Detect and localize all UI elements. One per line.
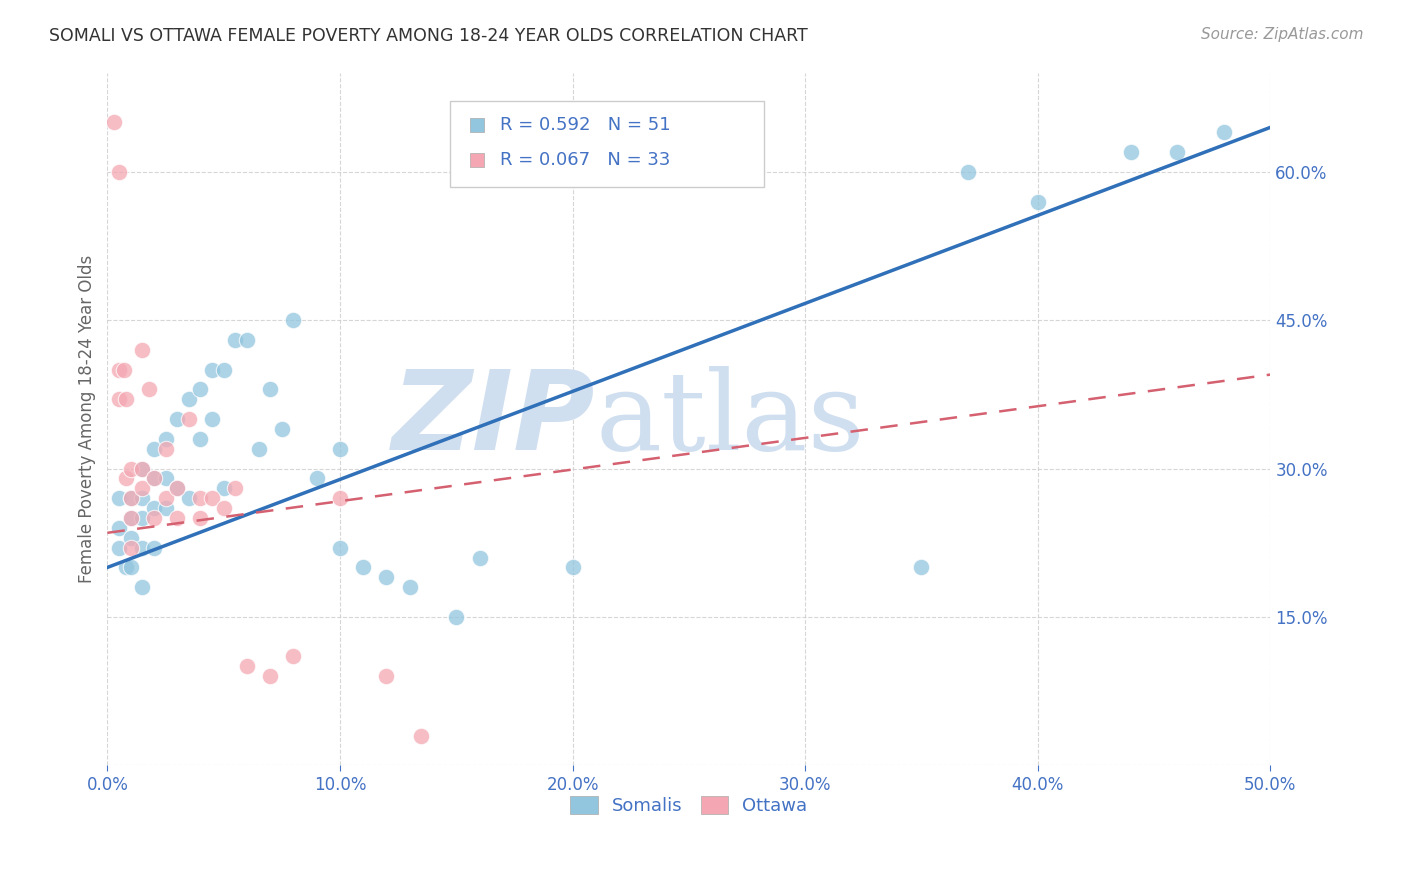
Point bbox=[212, 481, 235, 495]
Point bbox=[131, 461, 153, 475]
Point bbox=[112, 362, 135, 376]
Point bbox=[177, 392, 200, 407]
Point bbox=[120, 491, 142, 506]
Point bbox=[131, 491, 153, 506]
Point bbox=[155, 432, 177, 446]
Point bbox=[142, 442, 165, 456]
Point bbox=[120, 511, 142, 525]
Point bbox=[120, 560, 142, 574]
Y-axis label: Female Poverty Among 18-24 Year Olds: Female Poverty Among 18-24 Year Olds bbox=[79, 255, 96, 583]
Point bbox=[329, 491, 352, 506]
Point bbox=[166, 481, 188, 495]
Point bbox=[212, 501, 235, 516]
Point bbox=[131, 511, 153, 525]
Text: R = 0.592   N = 51: R = 0.592 N = 51 bbox=[501, 116, 671, 134]
Point bbox=[283, 649, 305, 664]
Point bbox=[131, 580, 153, 594]
Point bbox=[398, 580, 420, 594]
Point bbox=[115, 392, 138, 407]
Point bbox=[177, 491, 200, 506]
Point bbox=[120, 511, 142, 525]
Point bbox=[142, 471, 165, 485]
Point bbox=[201, 412, 224, 426]
Point bbox=[166, 412, 188, 426]
Point bbox=[120, 461, 142, 475]
Point bbox=[155, 491, 177, 506]
Point bbox=[305, 471, 328, 485]
Point bbox=[956, 165, 979, 179]
Point bbox=[1119, 145, 1142, 160]
Point bbox=[201, 491, 224, 506]
Point bbox=[115, 560, 138, 574]
Point bbox=[108, 521, 131, 535]
Point bbox=[375, 669, 398, 683]
Point bbox=[190, 491, 212, 506]
Point bbox=[201, 362, 224, 376]
Point bbox=[259, 383, 281, 397]
Point bbox=[120, 531, 142, 545]
Point bbox=[142, 501, 165, 516]
FancyBboxPatch shape bbox=[450, 101, 765, 187]
Point bbox=[138, 383, 160, 397]
Point bbox=[108, 491, 131, 506]
Point bbox=[446, 610, 468, 624]
Point bbox=[120, 491, 142, 506]
Point bbox=[115, 471, 138, 485]
Text: Source: ZipAtlas.com: Source: ZipAtlas.com bbox=[1201, 27, 1364, 42]
Text: SOMALI VS OTTAWA FEMALE POVERTY AMONG 18-24 YEAR OLDS CORRELATION CHART: SOMALI VS OTTAWA FEMALE POVERTY AMONG 18… bbox=[49, 27, 808, 45]
Point bbox=[177, 412, 200, 426]
Point bbox=[108, 165, 131, 179]
Point bbox=[270, 422, 292, 436]
Legend: Somalis, Ottawa: Somalis, Ottawa bbox=[571, 796, 807, 815]
Point bbox=[1026, 194, 1049, 209]
Point bbox=[166, 481, 188, 495]
Point bbox=[142, 471, 165, 485]
Point bbox=[259, 669, 281, 683]
Point bbox=[212, 362, 235, 376]
Text: R = 0.067   N = 33: R = 0.067 N = 33 bbox=[501, 151, 671, 169]
Point bbox=[190, 511, 212, 525]
Point bbox=[247, 442, 270, 456]
Point bbox=[155, 442, 177, 456]
Point bbox=[108, 392, 131, 407]
Point bbox=[236, 333, 259, 347]
Point bbox=[1212, 125, 1234, 139]
Point bbox=[131, 343, 153, 357]
Point bbox=[103, 115, 125, 129]
Text: ZIP: ZIP bbox=[392, 366, 596, 473]
Point bbox=[329, 541, 352, 555]
Point bbox=[142, 541, 165, 555]
Point bbox=[468, 550, 491, 565]
Point bbox=[561, 560, 583, 574]
Point bbox=[120, 541, 142, 555]
Point bbox=[411, 729, 433, 743]
Text: atlas: atlas bbox=[596, 366, 866, 473]
Point bbox=[1166, 145, 1188, 160]
Point bbox=[108, 541, 131, 555]
Point bbox=[236, 659, 259, 673]
Point bbox=[190, 432, 212, 446]
Point bbox=[166, 511, 188, 525]
Point bbox=[283, 313, 305, 327]
Point bbox=[224, 333, 246, 347]
Point bbox=[142, 511, 165, 525]
Point bbox=[131, 541, 153, 555]
Point bbox=[131, 461, 153, 475]
Point bbox=[375, 570, 398, 584]
Point bbox=[352, 560, 374, 574]
Point bbox=[108, 362, 131, 376]
Point bbox=[155, 501, 177, 516]
Point bbox=[131, 481, 153, 495]
Point bbox=[224, 481, 246, 495]
Point bbox=[329, 442, 352, 456]
Point bbox=[910, 560, 932, 574]
Point bbox=[155, 471, 177, 485]
Point bbox=[190, 383, 212, 397]
